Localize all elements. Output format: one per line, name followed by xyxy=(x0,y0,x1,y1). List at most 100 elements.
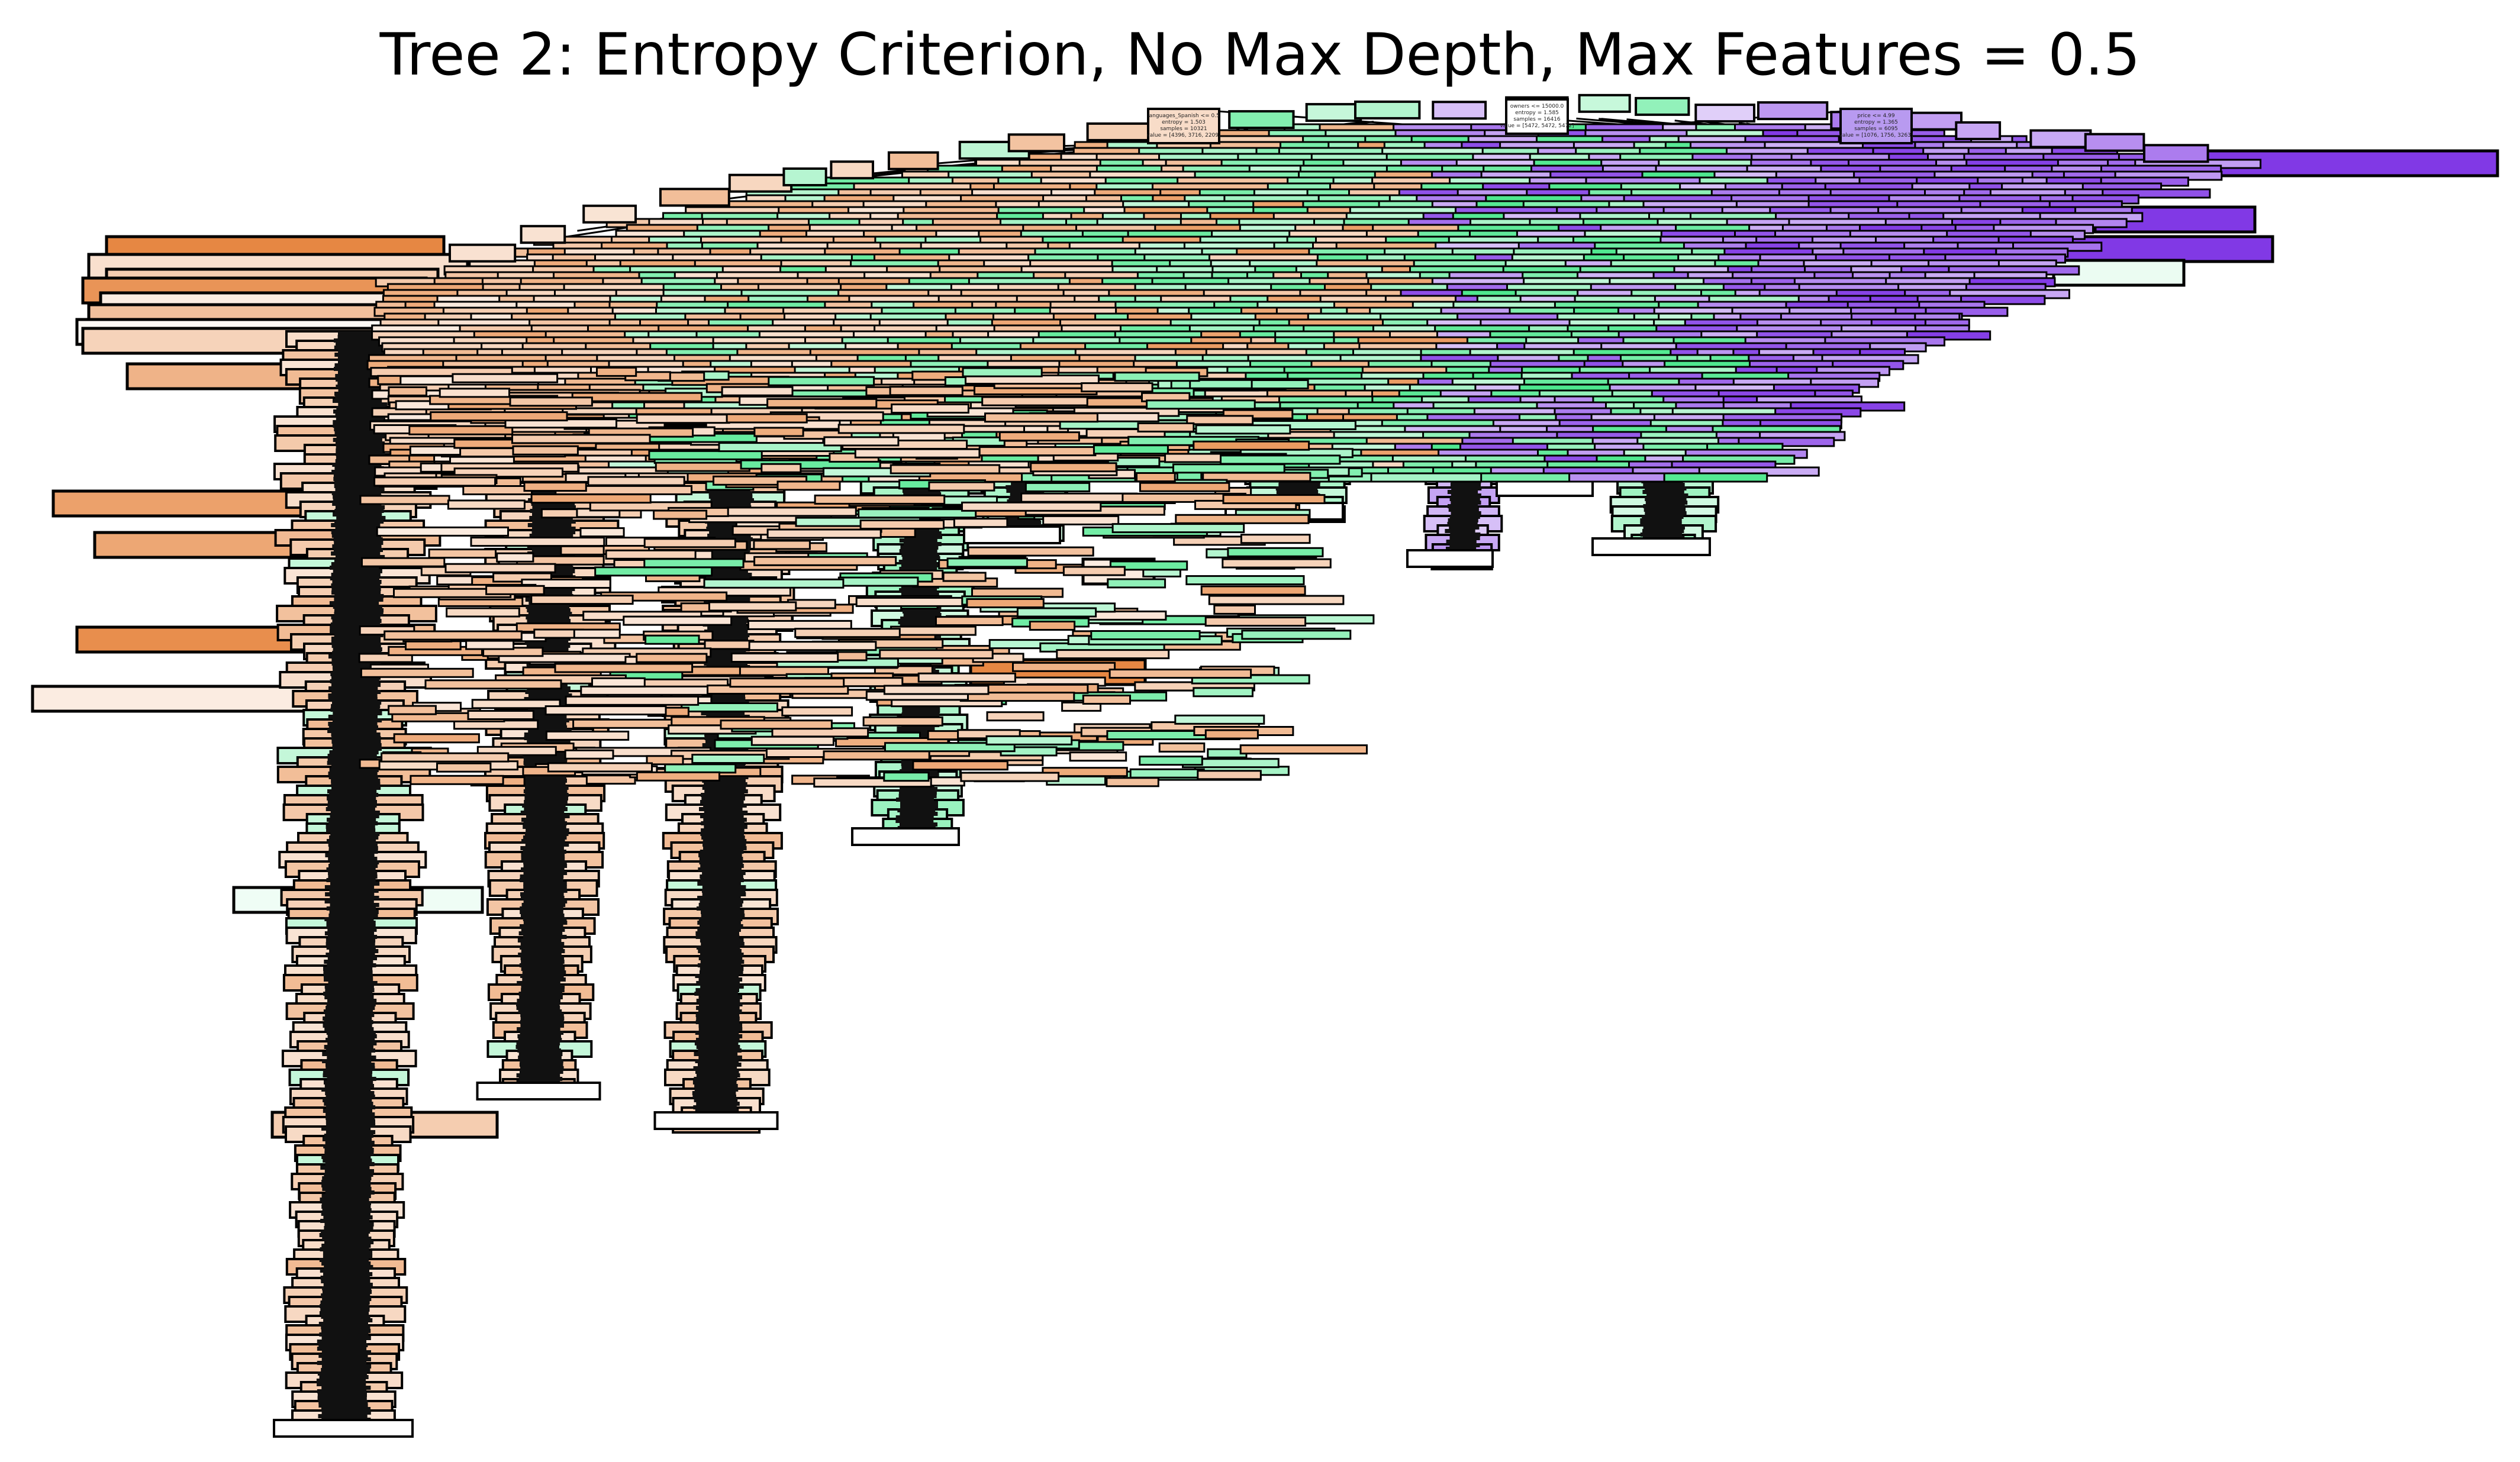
dense-node-core xyxy=(328,864,378,868)
dense-node-core xyxy=(695,988,739,992)
dense-node-core xyxy=(328,693,378,698)
tree-node xyxy=(430,411,568,422)
dense-node-core xyxy=(520,945,563,950)
tree-node xyxy=(942,572,987,582)
dense-node-core xyxy=(327,757,377,761)
dense-node-core xyxy=(328,843,378,847)
dense-node-core xyxy=(324,985,374,989)
dense-node-core xyxy=(522,970,566,974)
dense-node-core xyxy=(694,992,738,996)
dense-node-core xyxy=(1640,518,1682,522)
dense-node-core xyxy=(328,846,378,850)
tree-node xyxy=(794,628,901,638)
dense-node-core xyxy=(517,938,562,943)
dense-node-core xyxy=(520,1031,564,1035)
dense-node-core xyxy=(897,808,936,812)
dense-node-core xyxy=(699,1002,743,1006)
dense-node-core xyxy=(699,807,743,811)
tree-node xyxy=(960,772,1060,782)
dense-node-core xyxy=(326,1119,375,1124)
dense-node-core xyxy=(701,910,745,914)
tree-node xyxy=(1090,630,1201,640)
dense-node-core xyxy=(520,906,563,911)
dense-node-core xyxy=(319,1311,369,1315)
dense-node-core xyxy=(322,1059,372,1063)
dense-node-core xyxy=(331,782,381,786)
dense-node-core xyxy=(521,928,565,932)
dense-node-core xyxy=(332,718,382,722)
dense-node-core xyxy=(902,489,940,493)
dense-node-core xyxy=(694,1052,738,1056)
dense-node-core xyxy=(332,701,382,705)
dense-node-core xyxy=(327,1034,377,1038)
dense-node-core xyxy=(516,1041,560,1045)
dense-node-core xyxy=(1640,522,1682,526)
dense-node-core xyxy=(696,1006,740,1010)
tree-node xyxy=(530,595,634,605)
dense-node-core xyxy=(520,1066,564,1070)
dense-node-core xyxy=(335,459,385,463)
dense-node-core xyxy=(328,871,378,875)
tree-node xyxy=(1016,607,1097,618)
dense-node-core xyxy=(331,732,381,737)
dense-node-core xyxy=(321,1229,370,1234)
dense-node-core xyxy=(331,704,381,708)
dense-node-core xyxy=(698,1048,742,1053)
tree-node xyxy=(879,649,994,660)
dense-node-core xyxy=(895,819,934,823)
tree-node xyxy=(978,446,1097,457)
root-node: owners <= 15000.0 entropy = 1.585 sample… xyxy=(1500,98,1574,135)
dense-node-core xyxy=(701,793,745,797)
tree-node xyxy=(449,243,517,263)
dense-node-core xyxy=(336,417,385,421)
dense-node-core xyxy=(524,889,568,893)
tree-node xyxy=(704,640,755,650)
dense-node-core xyxy=(902,709,940,713)
dense-node-core xyxy=(526,615,569,619)
dense-node-core xyxy=(523,757,568,761)
dense-node-core xyxy=(328,722,378,726)
dense-node-core xyxy=(334,594,384,598)
dense-node-core xyxy=(328,772,378,776)
dense-node-core xyxy=(525,843,569,847)
dense-node-core xyxy=(524,832,569,836)
dense-node-core xyxy=(704,569,748,573)
dense-node-core xyxy=(900,503,939,507)
dense-node-core xyxy=(700,970,743,974)
dense-node-core xyxy=(516,1073,560,1077)
tree-node xyxy=(1186,415,1254,425)
tree-node xyxy=(1146,399,1256,410)
dense-node-core xyxy=(334,509,384,513)
level1-right-line-2: entropy = 1.365 xyxy=(1854,120,1898,125)
dense-node-core xyxy=(320,1247,369,1251)
dense-node-core xyxy=(900,805,938,809)
tree-node xyxy=(858,508,977,519)
dense-node-core xyxy=(330,708,380,712)
tree-node xyxy=(753,540,811,550)
dense-node-core xyxy=(1643,525,1685,530)
dense-node-core xyxy=(338,388,388,392)
dense-node-core xyxy=(1278,483,1320,487)
tree-node xyxy=(768,376,875,386)
dense-node-core xyxy=(324,1265,373,1269)
dense-node-core xyxy=(318,1400,368,1404)
dense-node-core xyxy=(708,495,753,499)
dense-node-core xyxy=(706,551,750,556)
dense-node-core xyxy=(321,1194,371,1198)
tree-node xyxy=(2029,129,2092,149)
dense-node-core xyxy=(1644,508,1686,512)
tree-node xyxy=(579,527,625,538)
dense-node-core xyxy=(328,850,378,854)
dense-node-core xyxy=(334,633,384,637)
dense-node-core xyxy=(326,1006,375,1010)
dense-node-core xyxy=(322,1137,372,1141)
dense-node-core xyxy=(324,1148,374,1152)
dense-node-core xyxy=(521,949,565,953)
dense-node-core xyxy=(902,609,940,614)
tree-node xyxy=(580,685,713,696)
dense-node-core xyxy=(336,448,385,453)
dense-node-core xyxy=(327,839,376,843)
dense-node-core xyxy=(330,896,379,900)
tree-node xyxy=(720,719,833,730)
tree-node xyxy=(644,634,700,645)
